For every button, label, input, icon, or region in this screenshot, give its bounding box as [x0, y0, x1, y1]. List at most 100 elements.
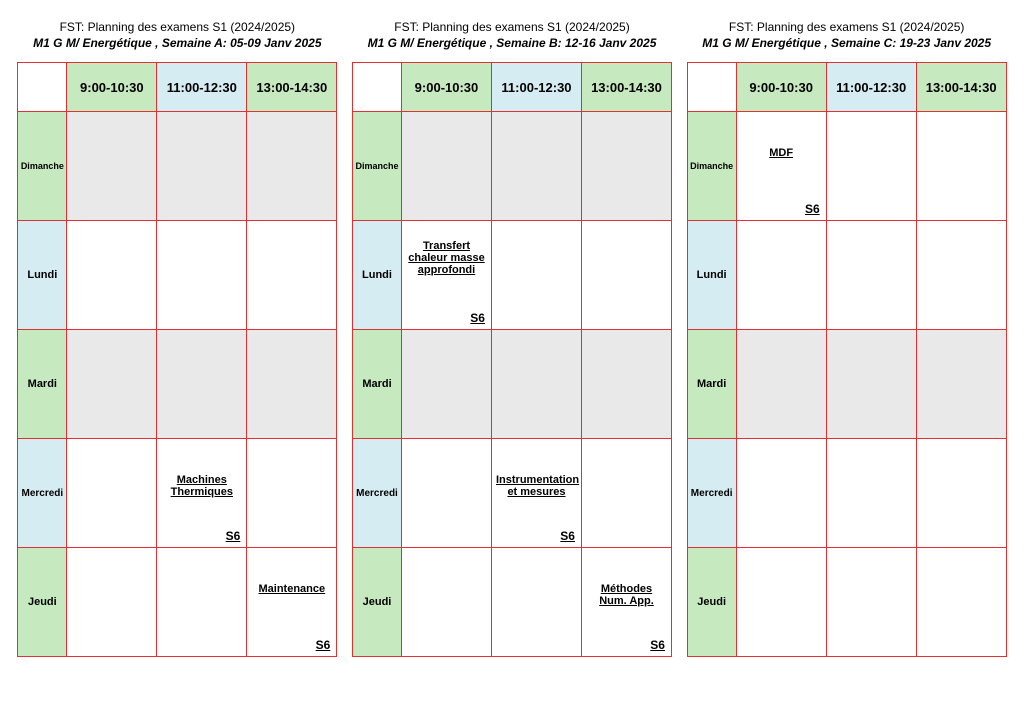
week-c-table: 9:00-10:30 11:00-12:30 13:00-14:30 Diman… [687, 62, 1007, 657]
slot [826, 439, 916, 548]
week-b-header: FST: Planning des examens S1 (2024/2025)… [352, 20, 672, 50]
week-b-table: 9:00-10:30 11:00-12:30 13:00-14:30 Diman… [352, 62, 672, 657]
slot [736, 330, 826, 439]
week-a-subtitle: M1 G M/ Energétique , Semaine A: 05-09 J… [17, 36, 337, 50]
slot [401, 112, 491, 221]
blank-corner [687, 63, 736, 112]
slot [67, 112, 157, 221]
row-mardi: Mardi [18, 330, 337, 439]
day-label: Dimanche [687, 112, 736, 221]
slot [491, 221, 581, 330]
row-jeudi: Jeudi [687, 548, 1006, 657]
day-label: Mercredi [18, 439, 67, 548]
week-a-header: FST: Planning des examens S1 (2024/2025)… [17, 20, 337, 50]
week-c: FST: Planning des examens S1 (2024/2025)… [687, 20, 1007, 724]
slot [67, 439, 157, 548]
time-slot-3: 13:00-14:30 [581, 63, 671, 112]
slot [491, 330, 581, 439]
slot [916, 330, 1006, 439]
time-slot-1: 9:00-10:30 [67, 63, 157, 112]
time-slot-1: 9:00-10:30 [736, 63, 826, 112]
day-label: Lundi [352, 221, 401, 330]
exam-planning-page: FST: Planning des examens S1 (2024/2025)… [0, 0, 1024, 724]
course-name: Transfert chaleur masse approfondi [402, 240, 491, 276]
slot [581, 112, 671, 221]
time-slot-2: 11:00-12:30 [157, 63, 247, 112]
room-label: S6 [226, 529, 241, 543]
time-slot-2: 11:00-12:30 [491, 63, 581, 112]
course-name: MDF [737, 147, 826, 159]
slot [581, 330, 671, 439]
day-label: Dimanche [18, 112, 67, 221]
row-lundi: Lundi [687, 221, 1006, 330]
room-label: S6 [650, 638, 665, 652]
room-label: S6 [805, 202, 820, 216]
slot [491, 548, 581, 657]
slot-machines-thermiques: Machines Thermiques S6 [157, 439, 247, 548]
day-label: Dimanche [352, 112, 401, 221]
slot [736, 439, 826, 548]
row-jeudi: Jeudi Maintenance S6 [18, 548, 337, 657]
course-name: Instrumentation et mesures [492, 474, 581, 498]
slot-instrumentation: Instrumentation et mesures S6 [491, 439, 581, 548]
slot [736, 548, 826, 657]
day-label: Jeudi [352, 548, 401, 657]
course-name: Méthodes Num. App. [582, 583, 671, 607]
slot [826, 330, 916, 439]
row-jeudi: Jeudi Méthodes Num. App. S6 [352, 548, 671, 657]
row-lundi: Lundi Transfert chaleur masse approfondi… [352, 221, 671, 330]
slot [916, 112, 1006, 221]
slot [401, 330, 491, 439]
slot [157, 221, 247, 330]
row-mardi: Mardi [687, 330, 1006, 439]
week-c-header: FST: Planning des examens S1 (2024/2025)… [687, 20, 1007, 50]
day-label: Mardi [352, 330, 401, 439]
slot [67, 330, 157, 439]
time-slot-2: 11:00-12:30 [826, 63, 916, 112]
slot [157, 112, 247, 221]
row-lundi: Lundi [18, 221, 337, 330]
row-mercredi: Mercredi Instrumentation et mesures S6 [352, 439, 671, 548]
row-mardi: Mardi [352, 330, 671, 439]
page-title: FST: Planning des examens S1 (2024/2025) [687, 20, 1007, 34]
slot [401, 439, 491, 548]
slot [247, 439, 337, 548]
slot-methodes-num: Méthodes Num. App. S6 [581, 548, 671, 657]
row-mercredi: Mercredi [687, 439, 1006, 548]
room-label: S6 [316, 638, 331, 652]
slot [247, 330, 337, 439]
day-label: Lundi [18, 221, 67, 330]
slot [826, 112, 916, 221]
blank-corner [18, 63, 67, 112]
slot [157, 548, 247, 657]
course-name: Machines Thermiques [157, 474, 246, 498]
slot-maintenance: Maintenance S6 [247, 548, 337, 657]
slot [247, 221, 337, 330]
row-dimanche: Dimanche [352, 112, 671, 221]
time-slot-3: 13:00-14:30 [916, 63, 1006, 112]
week-a: FST: Planning des examens S1 (2024/2025)… [17, 20, 337, 724]
row-dimanche: Dimanche [18, 112, 337, 221]
time-slot-1: 9:00-10:30 [401, 63, 491, 112]
day-label: Jeudi [687, 548, 736, 657]
page-title: FST: Planning des examens S1 (2024/2025) [17, 20, 337, 34]
time-header-row: 9:00-10:30 11:00-12:30 13:00-14:30 [687, 63, 1006, 112]
time-header-row: 9:00-10:30 11:00-12:30 13:00-14:30 [352, 63, 671, 112]
slot [491, 112, 581, 221]
slot [581, 439, 671, 548]
week-c-subtitle: M1 G M/ Energétique , Semaine C: 19-23 J… [687, 36, 1007, 50]
page-title: FST: Planning des examens S1 (2024/2025) [352, 20, 672, 34]
day-label: Mercredi [352, 439, 401, 548]
row-mercredi: Mercredi Machines Thermiques S6 [18, 439, 337, 548]
room-label: S6 [470, 311, 485, 325]
slot [916, 221, 1006, 330]
slot [826, 548, 916, 657]
slot [247, 112, 337, 221]
week-b-subtitle: M1 G M/ Energétique , Semaine B: 12-16 J… [352, 36, 672, 50]
slot [916, 439, 1006, 548]
time-slot-3: 13:00-14:30 [247, 63, 337, 112]
slot [916, 548, 1006, 657]
slot [67, 221, 157, 330]
room-label: S6 [560, 529, 575, 543]
week-a-table: 9:00-10:30 11:00-12:30 13:00-14:30 Diman… [17, 62, 337, 657]
